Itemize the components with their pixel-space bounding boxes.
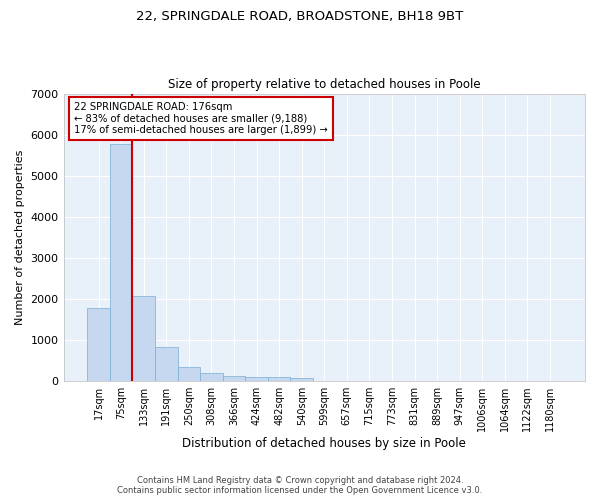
Bar bbox=[178, 367, 200, 381]
Bar bbox=[223, 376, 245, 381]
Bar bbox=[155, 347, 178, 381]
Bar bbox=[200, 373, 223, 381]
Text: 22, SPRINGDALE ROAD, BROADSTONE, BH18 9BT: 22, SPRINGDALE ROAD, BROADSTONE, BH18 9B… bbox=[136, 10, 464, 23]
Y-axis label: Number of detached properties: Number of detached properties bbox=[15, 150, 25, 325]
Bar bbox=[87, 308, 110, 381]
Title: Size of property relative to detached houses in Poole: Size of property relative to detached ho… bbox=[168, 78, 481, 91]
Bar bbox=[245, 377, 268, 381]
X-axis label: Distribution of detached houses by size in Poole: Distribution of detached houses by size … bbox=[182, 437, 466, 450]
Bar bbox=[290, 378, 313, 381]
Bar bbox=[133, 296, 155, 381]
Bar bbox=[110, 144, 133, 381]
Bar bbox=[268, 377, 290, 381]
Text: Contains HM Land Registry data © Crown copyright and database right 2024.
Contai: Contains HM Land Registry data © Crown c… bbox=[118, 476, 482, 495]
Text: 22 SPRINGDALE ROAD: 176sqm
← 83% of detached houses are smaller (9,188)
17% of s: 22 SPRINGDALE ROAD: 176sqm ← 83% of deta… bbox=[74, 102, 328, 136]
